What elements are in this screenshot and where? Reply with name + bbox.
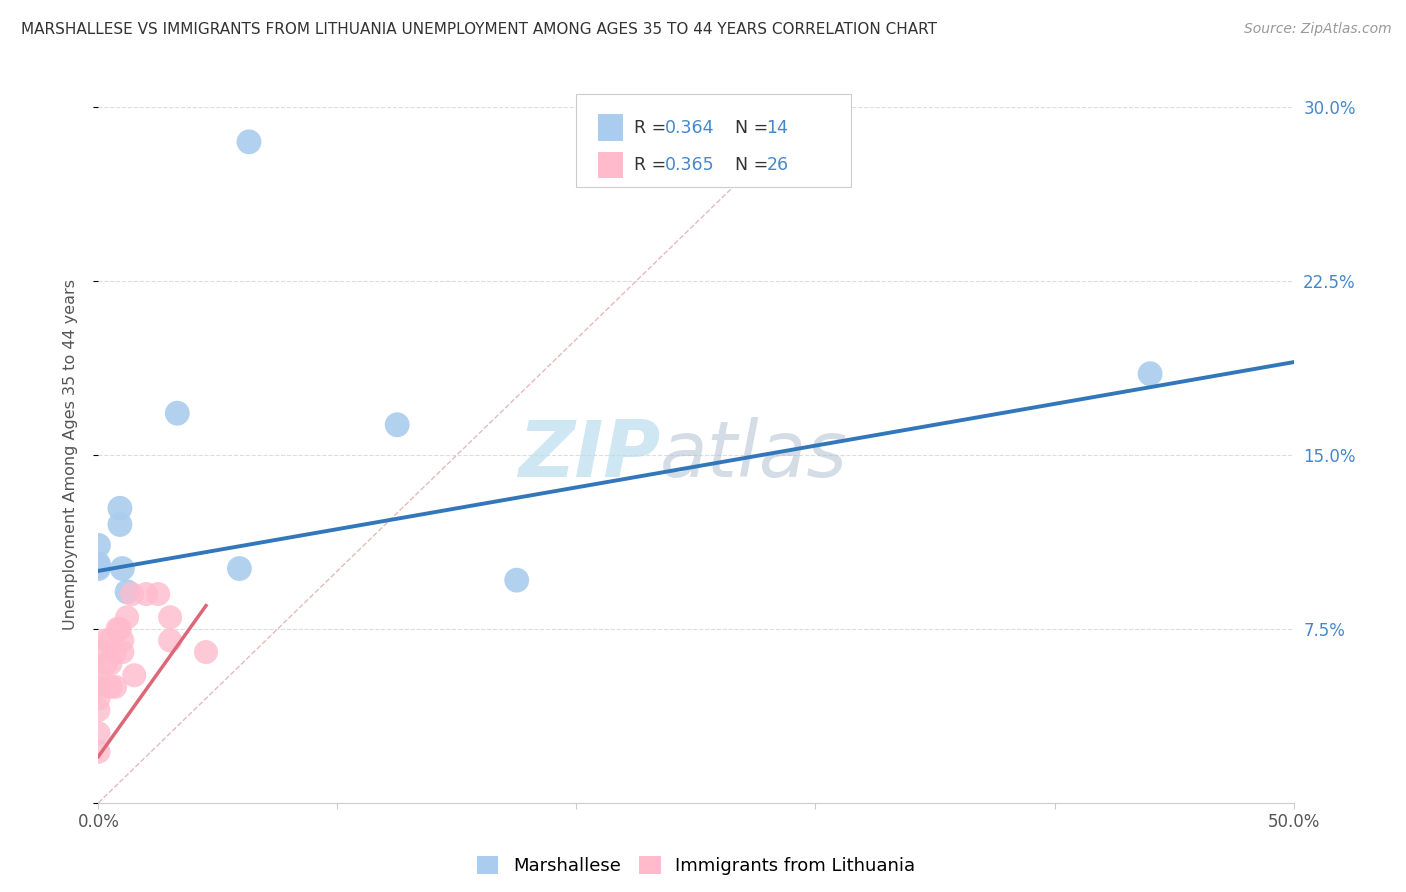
Point bbox=[87, 557, 110, 571]
Point bbox=[111, 645, 134, 659]
Point bbox=[104, 645, 127, 659]
Point bbox=[121, 587, 143, 601]
Point bbox=[108, 622, 131, 636]
Point bbox=[159, 633, 181, 648]
Point bbox=[238, 135, 260, 149]
Text: Source: ZipAtlas.com: Source: ZipAtlas.com bbox=[1244, 22, 1392, 37]
Point bbox=[228, 561, 250, 575]
Point bbox=[124, 668, 146, 682]
Text: ZIP: ZIP bbox=[517, 417, 661, 493]
Point bbox=[108, 517, 131, 532]
Point bbox=[87, 726, 110, 740]
Text: 0.365: 0.365 bbox=[665, 156, 714, 174]
Point bbox=[506, 573, 529, 587]
Point bbox=[87, 561, 110, 575]
Point bbox=[111, 633, 134, 648]
Point bbox=[98, 633, 122, 648]
Point bbox=[115, 584, 138, 599]
Point bbox=[166, 406, 188, 420]
Point bbox=[87, 668, 110, 682]
Point bbox=[94, 657, 117, 671]
Point bbox=[159, 610, 181, 624]
Point bbox=[98, 657, 122, 671]
Point bbox=[87, 680, 110, 694]
Point bbox=[1139, 367, 1161, 381]
Text: 26: 26 bbox=[766, 156, 789, 174]
Text: R =: R = bbox=[634, 156, 672, 174]
Text: N =: N = bbox=[724, 119, 773, 136]
Point bbox=[87, 538, 110, 552]
Point bbox=[115, 610, 138, 624]
Point bbox=[111, 561, 134, 575]
Point bbox=[98, 680, 122, 694]
Text: N =: N = bbox=[724, 156, 773, 174]
Point bbox=[87, 559, 110, 574]
Text: R =: R = bbox=[634, 119, 672, 136]
Point bbox=[87, 645, 110, 659]
Point bbox=[104, 680, 127, 694]
Text: atlas: atlas bbox=[661, 417, 848, 493]
Point bbox=[135, 587, 157, 601]
Point bbox=[94, 633, 117, 648]
Point bbox=[108, 501, 131, 516]
Point bbox=[107, 622, 129, 636]
Point bbox=[87, 745, 110, 759]
Y-axis label: Unemployment Among Ages 35 to 44 years: Unemployment Among Ages 35 to 44 years bbox=[63, 279, 77, 631]
Text: 14: 14 bbox=[766, 119, 789, 136]
Point bbox=[385, 417, 409, 432]
Text: 0.364: 0.364 bbox=[665, 119, 714, 136]
Text: MARSHALLESE VS IMMIGRANTS FROM LITHUANIA UNEMPLOYMENT AMONG AGES 35 TO 44 YEARS : MARSHALLESE VS IMMIGRANTS FROM LITHUANIA… bbox=[21, 22, 936, 37]
Point bbox=[87, 691, 110, 706]
Point bbox=[148, 587, 170, 601]
Legend: Marshallese, Immigrants from Lithuania: Marshallese, Immigrants from Lithuania bbox=[468, 847, 924, 884]
Point bbox=[194, 645, 218, 659]
Point bbox=[87, 703, 110, 717]
